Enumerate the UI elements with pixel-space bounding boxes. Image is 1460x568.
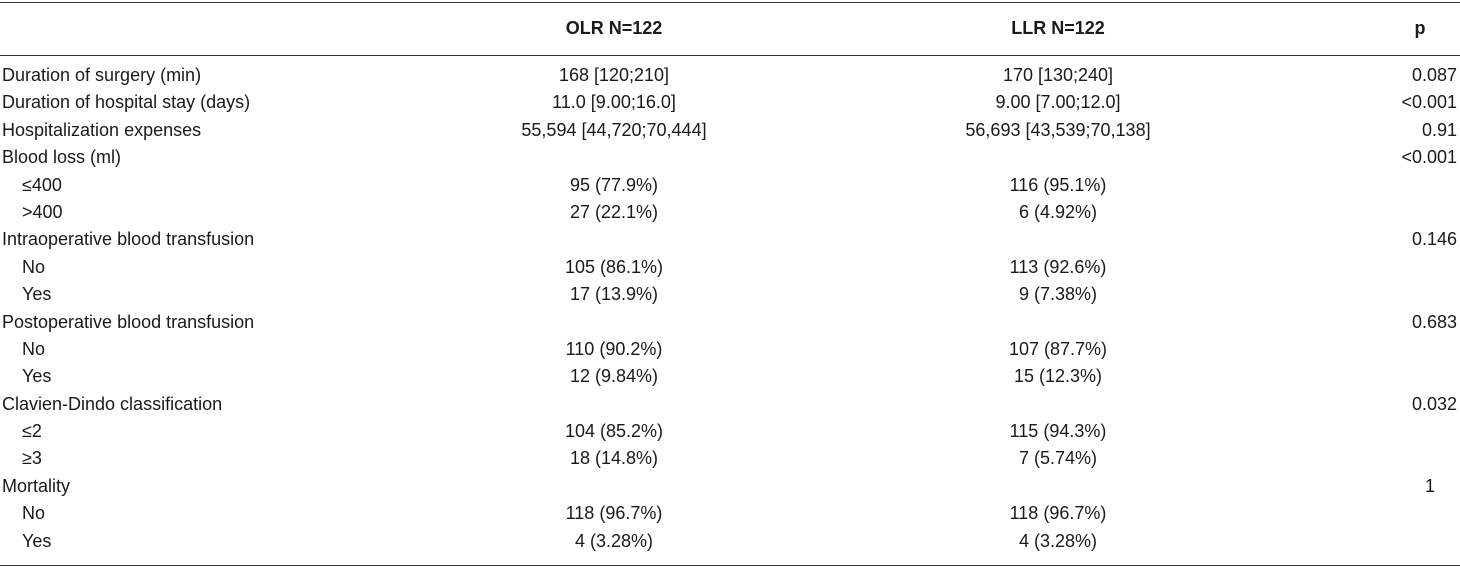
table-row: Hospitalization expenses 55,594 [44,720;7… (0, 117, 1460, 144)
olr-value: 110 (90.2%) (565, 338, 663, 359)
llr-value: 170 [130;240] (1002, 65, 1114, 85)
olr-value: 118 (96.7%) (565, 503, 663, 524)
header-olr: OLR N=122 (565, 18, 663, 38)
row-label: No (22, 503, 46, 524)
llr-value: 115 (94.3%) (1009, 421, 1107, 442)
table-row: Duration of surgery (min) 168 [120;210] 17… (0, 62, 1460, 89)
row-label: ≤400 (22, 174, 62, 195)
row-label: >400 (22, 201, 63, 222)
row-label: Yes (22, 284, 52, 305)
table-row: ≥3 18 (14.8%) 7 (5.74%) (0, 445, 1460, 472)
row-label: No (22, 338, 46, 359)
row-label: Yes (22, 530, 52, 551)
llr-value: 118 (96.7%) (1009, 503, 1107, 524)
row-label: ≥3 (22, 448, 42, 469)
llr-value: 107 (87.7%) (1008, 338, 1108, 359)
p-value: 0.146 (1411, 229, 1457, 250)
header-llr: LLR N=122 (1011, 18, 1105, 38)
row-label: Yes (22, 366, 52, 387)
table-header-rule (0, 55, 1460, 56)
llr-value: 7 (5.74%) (1018, 448, 1098, 469)
table-row: Duration of hospital stay (days) 11.0 [9.… (0, 89, 1460, 116)
llr-value: 113 (92.6%) (1009, 256, 1107, 277)
table-row: No 105 (86.1%) 113 (92.6%) (0, 254, 1460, 281)
olr-value: 11.0 [9.00;16.0] (552, 92, 676, 113)
row-label: Clavien-Dindo classification (2, 393, 223, 414)
olr-value: 105 (86.1%) (564, 256, 664, 277)
olr-value: 4 (3.28%) (574, 530, 654, 551)
row-label: ≤2 (22, 421, 42, 442)
p-value: 0.032 (1411, 393, 1457, 414)
table-top-rule (0, 2, 1460, 3)
olr-value: 55,594 [44,720;70,444] (521, 119, 707, 140)
table-header-row: OLR N=122 LLR N=122 p (0, 2, 1460, 55)
table-row: ≤400 95 (77.9%) 116 (95.1%) (0, 172, 1460, 199)
table-body: Duration of surgery (min) 168 [120;210] 17… (0, 62, 1460, 555)
table-row: Clavien-Dindo classification 0.032 (0, 391, 1460, 418)
row-label: No (22, 256, 46, 277)
olr-value: 12 (9.84%) (569, 366, 659, 387)
table-row: Yes 17 (13.9%) 9 (7.38%) (0, 281, 1460, 308)
table-row: Yes 12 (9.84%) 15 (12.3%) (0, 363, 1460, 390)
olr-value: 18 (14.8%) (569, 448, 659, 469)
row-label: Mortality (2, 475, 71, 496)
llr-value: 4 (3.28%) (1018, 530, 1098, 551)
llr-value: 9 (7.38%) (1018, 284, 1098, 305)
olr-value: 104 (85.2%) (564, 421, 664, 442)
table-row: >400 27 (22.1%) 6 (4.92%) (0, 199, 1460, 226)
llr-value: 15 (12.3%) (1013, 366, 1103, 387)
olr-value: 27 (22.1%) (569, 201, 659, 222)
header-p-value: p (1414, 18, 1426, 38)
p-value: 1 (1424, 475, 1435, 496)
llr-value: 116 (95.1%) (1009, 174, 1107, 195)
row-label: Intraoperative blood transfusion (2, 229, 255, 250)
table-row: Intraoperative blood transfusion 0.146 (0, 226, 1460, 253)
p-value: 0.087 (1411, 65, 1457, 85)
table-row: Mortality 1 (0, 473, 1460, 500)
table-row: Yes 4 (3.28%) 4 (3.28%) (0, 528, 1460, 555)
p-value: <0.001 (1401, 147, 1457, 168)
table-row: Blood loss (ml) <0.001 (0, 144, 1460, 171)
table-row: No 110 (90.2%) 107 (87.7%) (0, 336, 1460, 363)
table-row: ≤2 104 (85.2%) 115 (94.3%) (0, 418, 1460, 445)
table-row: No 118 (96.7%) 118 (96.7%) (0, 500, 1460, 527)
row-label: Duration of surgery (min) (2, 65, 202, 85)
table-bottom-rule (0, 565, 1460, 566)
row-label: Blood loss (ml) (2, 147, 122, 168)
olr-value: 95 (77.9%) (569, 174, 659, 195)
row-label: Postoperative blood transfusion (2, 311, 255, 332)
olr-value: 168 [120;210] (558, 65, 670, 85)
table-row: Postoperative blood transfusion 0.683 (0, 309, 1460, 336)
llr-value: 9.00 [7.00;12.0] (995, 92, 1121, 113)
p-value: <0.001 (1401, 92, 1457, 113)
olr-value: 17 (13.9%) (569, 284, 659, 305)
llr-value: 6 (4.92%) (1018, 201, 1098, 222)
row-label: Duration of hospital stay (days) (2, 92, 251, 113)
llr-value: 56,693 [43,539;70,138] (965, 119, 1151, 140)
row-label: Hospitalization expenses (2, 119, 202, 140)
p-value: 0.683 (1411, 311, 1457, 332)
p-value: 0.91 (1421, 119, 1457, 140)
